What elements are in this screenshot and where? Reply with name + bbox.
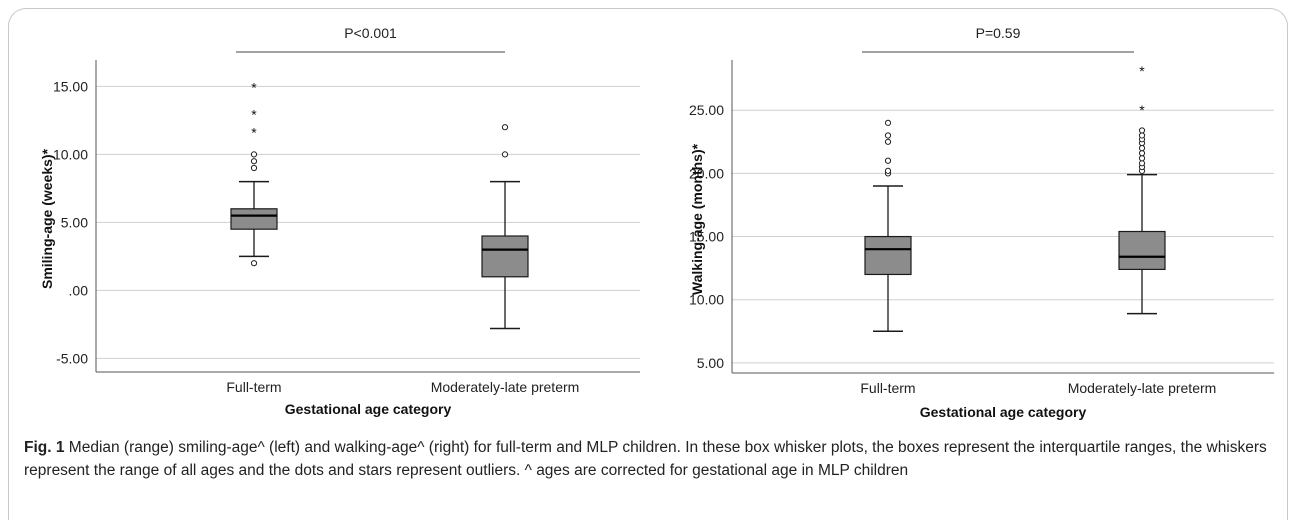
- left-chart-y-tick-label: 5.00: [61, 214, 88, 230]
- right-chart-y-tick-label: 15.00: [689, 229, 724, 245]
- left-chart-x-tick-label: Full-term: [226, 379, 281, 395]
- left-chart-y-axis-title: Smiling-age (weeks)*: [39, 148, 55, 289]
- left-chart-box: [230, 208, 278, 230]
- left-chart-x-tick-label: Moderately-late preterm: [431, 379, 580, 395]
- right-chart-outlier-circle: [1138, 127, 1146, 134]
- right-chart-outlier-circle: [884, 157, 892, 164]
- left-chart-outlier-star: *: [251, 79, 257, 95]
- right-chart-outlier-star: *: [1139, 102, 1145, 118]
- left-chart-outlier-circle: [250, 158, 258, 165]
- right-chart-outlier-circle: [1138, 132, 1146, 139]
- right-chart-outlier-circle: [884, 167, 892, 174]
- right-chart-significance-label: P=0.59: [976, 25, 1021, 41]
- right-chart-outlier-circle: [1138, 155, 1146, 162]
- caption-text: Median (range) smiling-age^ (left) and w…: [24, 439, 1267, 479]
- right-chart-y-tick-label: 5.00: [697, 355, 724, 371]
- smiling-age-boxplot: 15.00 10.00 5.00 .00 -5.00 P<0.001 Smiling-age…: [39, 25, 640, 417]
- right-chart-y-tick-label: 25.00: [689, 102, 724, 118]
- right-chart-y-axis-title: Walking-age (months)*: [689, 143, 705, 295]
- left-chart-outlier-star: *: [251, 124, 257, 140]
- right-chart-outlier-circle: [1138, 150, 1146, 157]
- right-chart-y-tick-label: 10.00: [689, 292, 724, 308]
- left-chart-outlier-circle: [250, 151, 258, 158]
- right-chart-outlier-circle: [1138, 160, 1146, 167]
- left-chart-y-tick-label: -5.00: [56, 350, 88, 366]
- right-chart-x-tick-label: Moderately-late preterm: [1068, 380, 1217, 396]
- right-chart-box: [864, 235, 912, 276]
- left-chart-x-axis-title: Gestational age category: [285, 401, 452, 417]
- left-chart-outlier-circle: [501, 124, 509, 131]
- right-chart-outlier-circle: [884, 119, 892, 126]
- right-chart-x-tick-label: Full-term: [860, 380, 915, 396]
- left-chart-outlier-star: *: [251, 107, 257, 123]
- left-chart-outlier-circle: [250, 260, 258, 267]
- left-chart-outlier-circle: [250, 164, 258, 172]
- figure-frame: [8, 8, 1288, 520]
- right-chart-outlier-circle: [1138, 145, 1146, 152]
- left-chart-y-tick-label: .00: [69, 282, 89, 298]
- left-chart-significance-label: P<0.001: [344, 25, 397, 41]
- left-chart-y-tick-label: 15.00: [53, 78, 88, 94]
- right-chart-outlier-circle: [884, 138, 892, 145]
- figure-caption: Fig. 1 Median (range) smiling-age^ (left…: [24, 436, 1276, 482]
- left-chart-y-tick-label: 10.00: [53, 146, 88, 162]
- right-chart-outlier-star: *: [1139, 63, 1145, 79]
- right-chart-y-tick-label: 20.00: [689, 165, 724, 181]
- right-chart-outlier-circle: [884, 132, 892, 139]
- right-chart-x-axis-title: Gestational age category: [920, 404, 1087, 420]
- left-chart-outlier-circle: [501, 151, 509, 158]
- left-chart-box: [481, 235, 529, 278]
- caption-label: Fig. 1: [24, 439, 65, 456]
- right-chart-box: [1118, 230, 1166, 271]
- walking-age-boxplot: 25.00 20.00 15.00 10.00 5.00 P=0.59 Walking-ag…: [689, 25, 1274, 420]
